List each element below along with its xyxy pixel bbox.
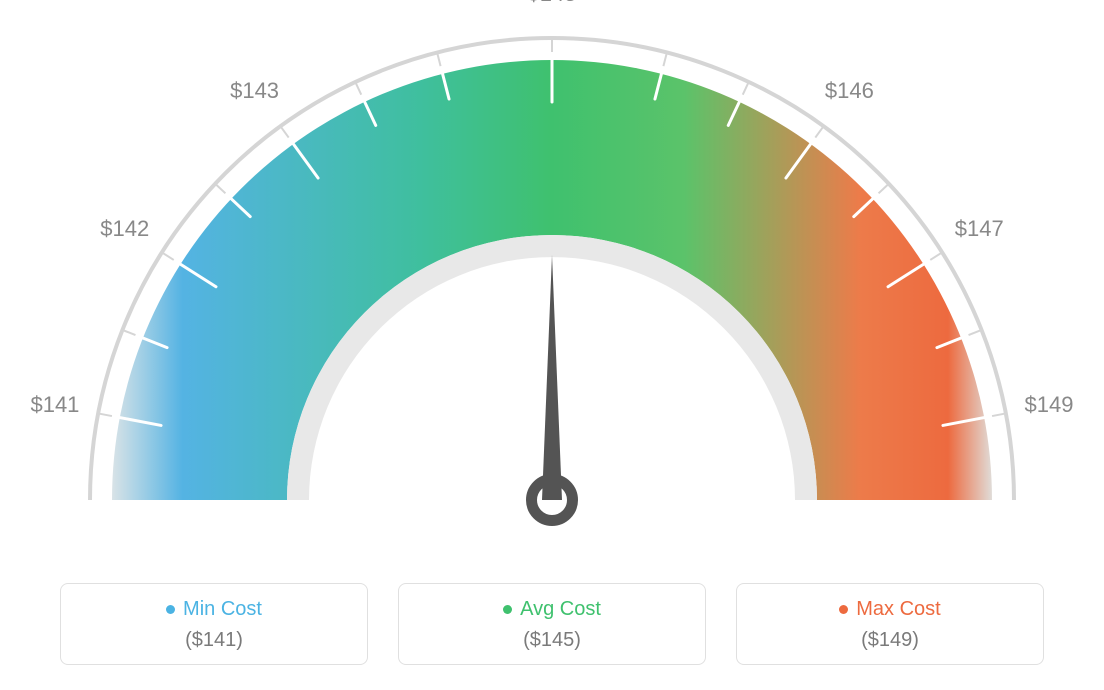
gauge-tick-label: $143 xyxy=(230,78,279,104)
gauge-chart xyxy=(0,0,1104,560)
legend-card-avg: Avg Cost ($145) xyxy=(398,583,706,665)
gauge-tick-label: $145 xyxy=(528,0,577,7)
gauge-outline-tick xyxy=(162,252,174,260)
gauge-outline-tick xyxy=(930,252,942,260)
legend-card-min: Min Cost ($141) xyxy=(60,583,368,665)
legend-card-max: Max Cost ($149) xyxy=(736,583,1044,665)
legend-title-avg: Avg Cost xyxy=(520,598,601,621)
gauge-tick-label: $141 xyxy=(30,392,79,418)
gauge-tick-label: $146 xyxy=(825,78,874,104)
gauge-outline-tick xyxy=(437,53,440,67)
gauge-tick-label: $149 xyxy=(1025,392,1074,418)
legend-title-row: Max Cost xyxy=(747,598,1033,621)
gauge-tick-label: $142 xyxy=(100,216,149,242)
legend-title-min: Min Cost xyxy=(183,598,262,621)
gauge-outline-tick xyxy=(969,330,982,335)
legend-dot-avg xyxy=(503,605,512,614)
gauge-tick-label: $147 xyxy=(955,216,1004,242)
gauge-needle xyxy=(542,255,562,500)
gauge-outline-tick xyxy=(815,126,823,137)
legend-row: Min Cost ($141) Avg Cost ($145) Max Cost ($14… xyxy=(0,583,1104,665)
legend-title-row: Avg Cost xyxy=(409,598,695,621)
gauge-outline-tick xyxy=(355,82,361,95)
gauge-outline-tick xyxy=(122,330,135,335)
gauge-outline-tick xyxy=(992,413,1006,416)
gauge-outline-tick xyxy=(879,184,889,194)
legend-dot-max xyxy=(839,605,848,614)
legend-dot-min xyxy=(166,605,175,614)
legend-value-min: ($141) xyxy=(71,629,357,652)
gauge-container: $141 $142 $143 $145 $146 $147 $149 xyxy=(0,0,1104,560)
gauge-outline-tick xyxy=(280,126,288,137)
legend-value-max: ($149) xyxy=(747,629,1033,652)
legend-value-avg: ($145) xyxy=(409,629,695,652)
legend-title-row: Min Cost xyxy=(71,598,357,621)
gauge-outline-tick xyxy=(215,184,225,194)
legend-title-max: Max Cost xyxy=(856,598,940,621)
gauge-outline-tick xyxy=(98,413,112,416)
gauge-outline-tick xyxy=(743,82,749,95)
gauge-outline-tick xyxy=(663,53,666,67)
